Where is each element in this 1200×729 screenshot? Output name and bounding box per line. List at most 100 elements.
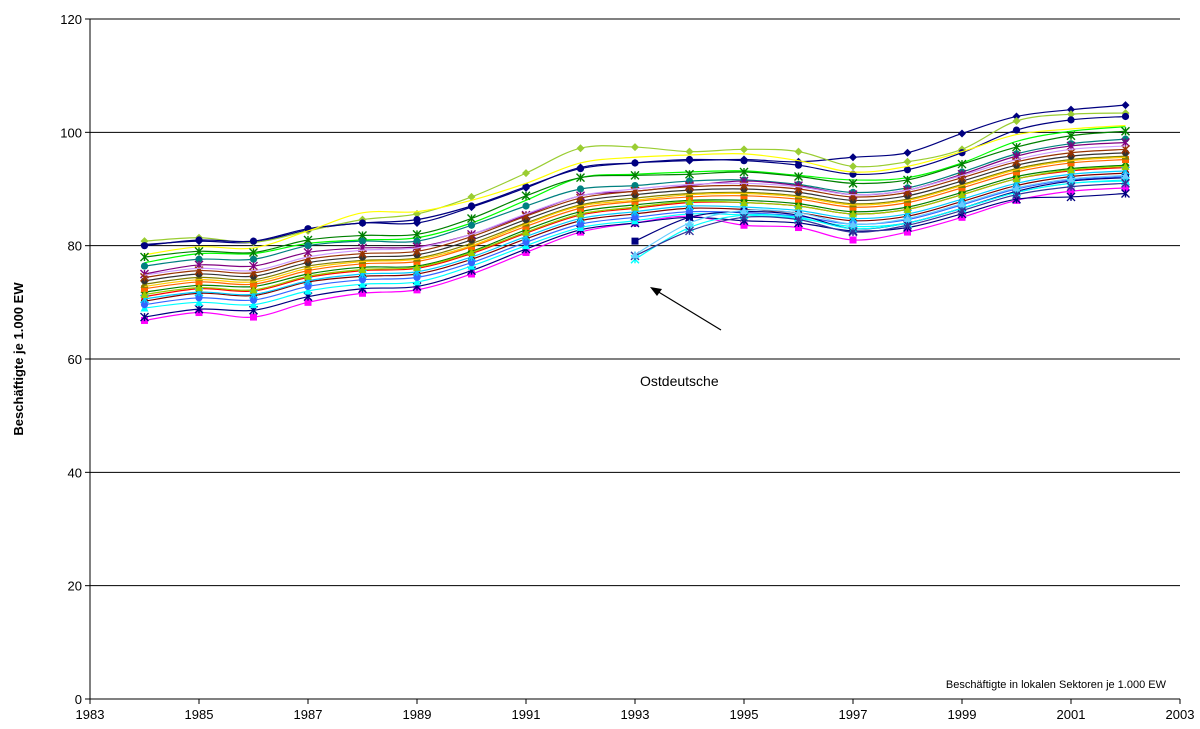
series-line <box>634 174 1126 256</box>
y-tick-label: 0 <box>75 692 82 707</box>
data-point <box>794 208 803 217</box>
data-point <box>249 255 258 263</box>
data-point <box>848 178 858 188</box>
x-tick-label: 1991 <box>512 707 541 722</box>
data-point <box>467 202 476 210</box>
data-point <box>249 261 258 271</box>
data-point <box>249 237 258 245</box>
data-point <box>631 143 639 152</box>
data-point <box>1067 110 1075 119</box>
y-axis-ticks: 0 20 40 60 80 100 120 <box>60 12 90 707</box>
annotation-label: Ostdeutsche <box>640 373 719 389</box>
y-axis-title: Beschäftigte je 1.000 EW <box>11 282 26 436</box>
data-point <box>1012 174 1021 183</box>
data-point <box>521 191 531 201</box>
data-point <box>576 173 585 183</box>
data-point <box>1012 117 1021 125</box>
data-point <box>413 216 421 224</box>
x-tick-label: 1985 <box>185 707 214 722</box>
data-point <box>140 262 149 270</box>
annotation-arrowhead <box>650 287 662 296</box>
series-24 <box>631 174 1129 245</box>
data-point <box>903 220 912 230</box>
data-point <box>140 312 149 322</box>
data-point <box>685 208 694 216</box>
data-point <box>576 209 585 218</box>
data-point <box>1121 178 1130 188</box>
x-tick-label: 1997 <box>839 707 868 722</box>
data-point <box>194 304 204 314</box>
data-point <box>740 221 748 229</box>
data-point <box>141 285 148 293</box>
data-point <box>849 236 857 244</box>
data-point <box>522 228 530 236</box>
data-point <box>358 276 367 284</box>
data-point <box>685 169 694 179</box>
data-point <box>467 259 476 267</box>
data-point <box>1121 162 1130 170</box>
data-point <box>685 197 694 205</box>
y-tick-label: 100 <box>60 125 82 140</box>
data-point <box>903 157 912 166</box>
data-point <box>739 212 749 222</box>
data-point <box>1121 101 1130 110</box>
x-tick-label: 1987 <box>294 707 323 722</box>
data-point <box>522 202 530 210</box>
series-23 <box>140 162 1130 298</box>
data-point <box>1121 171 1130 179</box>
data-point <box>903 166 912 174</box>
data-point <box>467 213 476 223</box>
data-point <box>467 248 476 256</box>
data-point <box>1121 189 1130 199</box>
data-point <box>849 220 857 228</box>
series-19 <box>144 145 1126 276</box>
x-axis-ticks: 1983 1985 1987 1989 1991 1993 1995 1997 1999 2001… <box>76 699 1195 722</box>
x-tick-label: 1989 <box>403 707 432 722</box>
data-point <box>1122 184 1129 192</box>
data-point <box>685 155 694 164</box>
data-point <box>958 199 966 208</box>
y-tick-label: 80 <box>68 239 82 254</box>
data-point <box>1121 138 1130 148</box>
series-line <box>144 156 1126 288</box>
data-point <box>1012 142 1021 152</box>
data-point <box>250 313 257 321</box>
data-point <box>304 298 312 306</box>
data-point <box>522 238 530 246</box>
data-point <box>904 228 911 236</box>
data-point <box>794 172 803 182</box>
data-point <box>358 265 367 273</box>
data-point <box>794 215 803 225</box>
data-point <box>740 145 748 154</box>
data-point <box>848 227 858 237</box>
data-point <box>467 221 476 229</box>
data-point <box>795 224 802 232</box>
annotation-arrow-line <box>651 287 722 331</box>
data-point <box>903 175 912 185</box>
data-point <box>1067 105 1075 114</box>
data-point <box>1012 190 1021 200</box>
data-point <box>740 206 748 215</box>
series-27 <box>631 171 1130 259</box>
x-tick-label: 2003 <box>1166 707 1195 722</box>
data-point <box>958 190 966 199</box>
data-point <box>413 277 421 286</box>
x-tick-label: 1995 <box>730 707 759 722</box>
data-point <box>195 294 203 302</box>
data-point <box>739 167 749 177</box>
data-point <box>630 170 640 180</box>
data-point <box>794 161 803 169</box>
data-point <box>1121 112 1130 121</box>
series-line <box>144 145 1126 276</box>
data-point <box>1066 192 1076 202</box>
data-point <box>358 237 367 245</box>
data-point <box>304 282 312 291</box>
data-point <box>957 206 967 216</box>
data-point <box>576 185 585 193</box>
data-point <box>194 246 204 256</box>
data-point <box>358 219 367 227</box>
data-point <box>140 252 149 262</box>
series-line <box>144 124 1126 256</box>
series-3 <box>140 112 1130 250</box>
